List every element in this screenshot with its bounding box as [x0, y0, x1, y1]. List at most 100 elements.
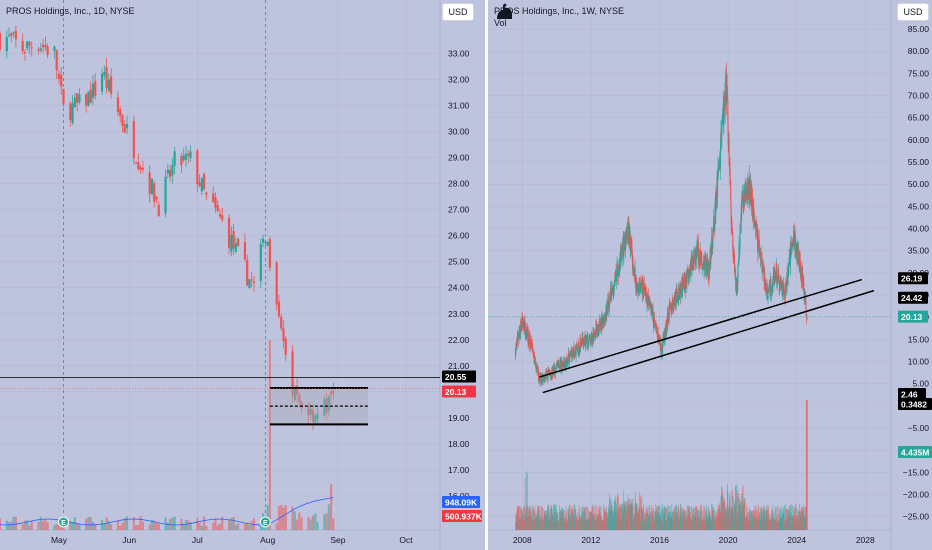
candle-body: [734, 265, 736, 272]
candle-body: [44, 45, 47, 48]
candle-body: [296, 385, 299, 395]
volume-bar: [756, 508, 758, 530]
daily-chart-pane[interactable]: 16.0017.0018.0019.0020.0021.0022.0023.00…: [0, 0, 485, 550]
volume-bar: [730, 490, 732, 530]
candle-body: [774, 275, 776, 280]
volume-bar: [524, 477, 526, 530]
candle-body: [729, 184, 731, 189]
candle-body: [795, 250, 797, 254]
candle-body: [608, 299, 610, 303]
currency-button-weekly[interactable]: USD: [897, 3, 929, 21]
candle-body: [784, 292, 786, 297]
candle-body: [277, 301, 281, 317]
last-price-badge-text: 20.13: [445, 387, 467, 397]
x-tick-label: Aug: [260, 535, 275, 545]
candle-body: [573, 346, 575, 358]
earnings-icon-letter: E: [61, 520, 66, 527]
candle-body: [579, 349, 581, 352]
candle-body: [606, 300, 608, 309]
candle-body: [574, 351, 576, 355]
candle-body: [728, 165, 730, 169]
candle-body: [41, 44, 45, 47]
candle-body: [60, 74, 63, 87]
candle-body: [690, 264, 692, 276]
candle-body: [787, 269, 789, 278]
candle-body: [783, 286, 785, 293]
candle-body: [705, 259, 707, 268]
volume-bar: [784, 505, 786, 530]
candle-body: [645, 287, 647, 299]
candle-body: [574, 354, 576, 356]
candle-body: [78, 94, 81, 103]
candle-body: [638, 283, 640, 287]
x-tick-label: 2028: [856, 535, 875, 545]
volume-bar: [592, 504, 594, 530]
close-price-badge-text: 20.55: [445, 372, 467, 382]
candle-body: [694, 251, 696, 258]
volume-bar: [187, 520, 190, 530]
candle-body: [781, 285, 783, 289]
y-tick-label: −20.00: [903, 490, 930, 500]
candle-body: [719, 157, 721, 163]
volume-bar: [227, 519, 231, 530]
candle-body: [298, 395, 301, 403]
candle-body: [701, 264, 703, 268]
candle-body: [737, 274, 739, 292]
volume-bar: [566, 510, 568, 530]
volume-bar: [763, 505, 764, 530]
candle-body: [325, 397, 328, 414]
volume-bar: [650, 508, 652, 530]
pane-divider[interactable]: [485, 0, 488, 550]
candle-body: [599, 324, 601, 332]
weekly-chart-canvas[interactable]: 85.00 80.00 75.00 70.00 65.00 60.00 55.00 50.00…: [488, 0, 932, 550]
candle-body: [674, 294, 676, 307]
candle-body: [682, 284, 684, 286]
candle-body: [785, 285, 787, 287]
volume-bar: [284, 504, 287, 530]
volume-bar: [332, 518, 335, 530]
volume-bar: [216, 525, 219, 530]
volume-bar: [293, 511, 296, 530]
candle-body: [701, 252, 703, 266]
candle-body: [770, 281, 772, 292]
volume-bar: [89, 517, 92, 530]
candle-body: [669, 302, 671, 308]
candle-body: [327, 396, 330, 412]
volume-bar: [307, 517, 310, 530]
volume-bar: [107, 521, 110, 530]
candle-body: [672, 299, 674, 311]
volume-bar: [673, 507, 675, 530]
candle-body: [693, 263, 695, 271]
candle-body: [540, 377, 542, 382]
candle-body: [632, 263, 634, 269]
y-tick-label: 17.00: [448, 465, 470, 475]
candle-body: [544, 374, 546, 379]
volume-bar: [30, 520, 33, 530]
volume-bar: [798, 511, 800, 530]
y-tick-label: 35.00: [908, 246, 930, 256]
candle-body: [227, 217, 231, 248]
daily-chart-canvas[interactable]: 16.0017.0018.0019.0020.0021.0022.0023.00…: [0, 0, 485, 550]
volume-bar: [137, 524, 140, 530]
currency-button[interactable]: USD: [442, 3, 474, 21]
candle-body: [738, 245, 740, 259]
y-tick-label: 5.00: [912, 379, 929, 389]
candle-body: [525, 325, 527, 336]
candle-body: [677, 298, 679, 302]
candle-body: [612, 292, 614, 294]
candle-body: [607, 307, 609, 313]
candle-body: [685, 274, 687, 287]
volume-bar: [100, 519, 104, 530]
candle-body: [218, 214, 222, 217]
candle-body: [714, 224, 716, 228]
candle-body: [662, 337, 664, 340]
candle-body: [5, 37, 8, 52]
candle-body: [613, 280, 615, 290]
weekly-chart-pane[interactable]: 85.00 80.00 75.00 70.00 65.00 60.00 55.00 50.00…: [488, 0, 932, 550]
candle-body: [531, 342, 533, 347]
candle-body: [662, 339, 664, 348]
last-price-badge: [442, 385, 476, 398]
candle-body: [182, 155, 185, 161]
candle-body: [806, 317, 808, 319]
volume-bar: [237, 523, 240, 530]
